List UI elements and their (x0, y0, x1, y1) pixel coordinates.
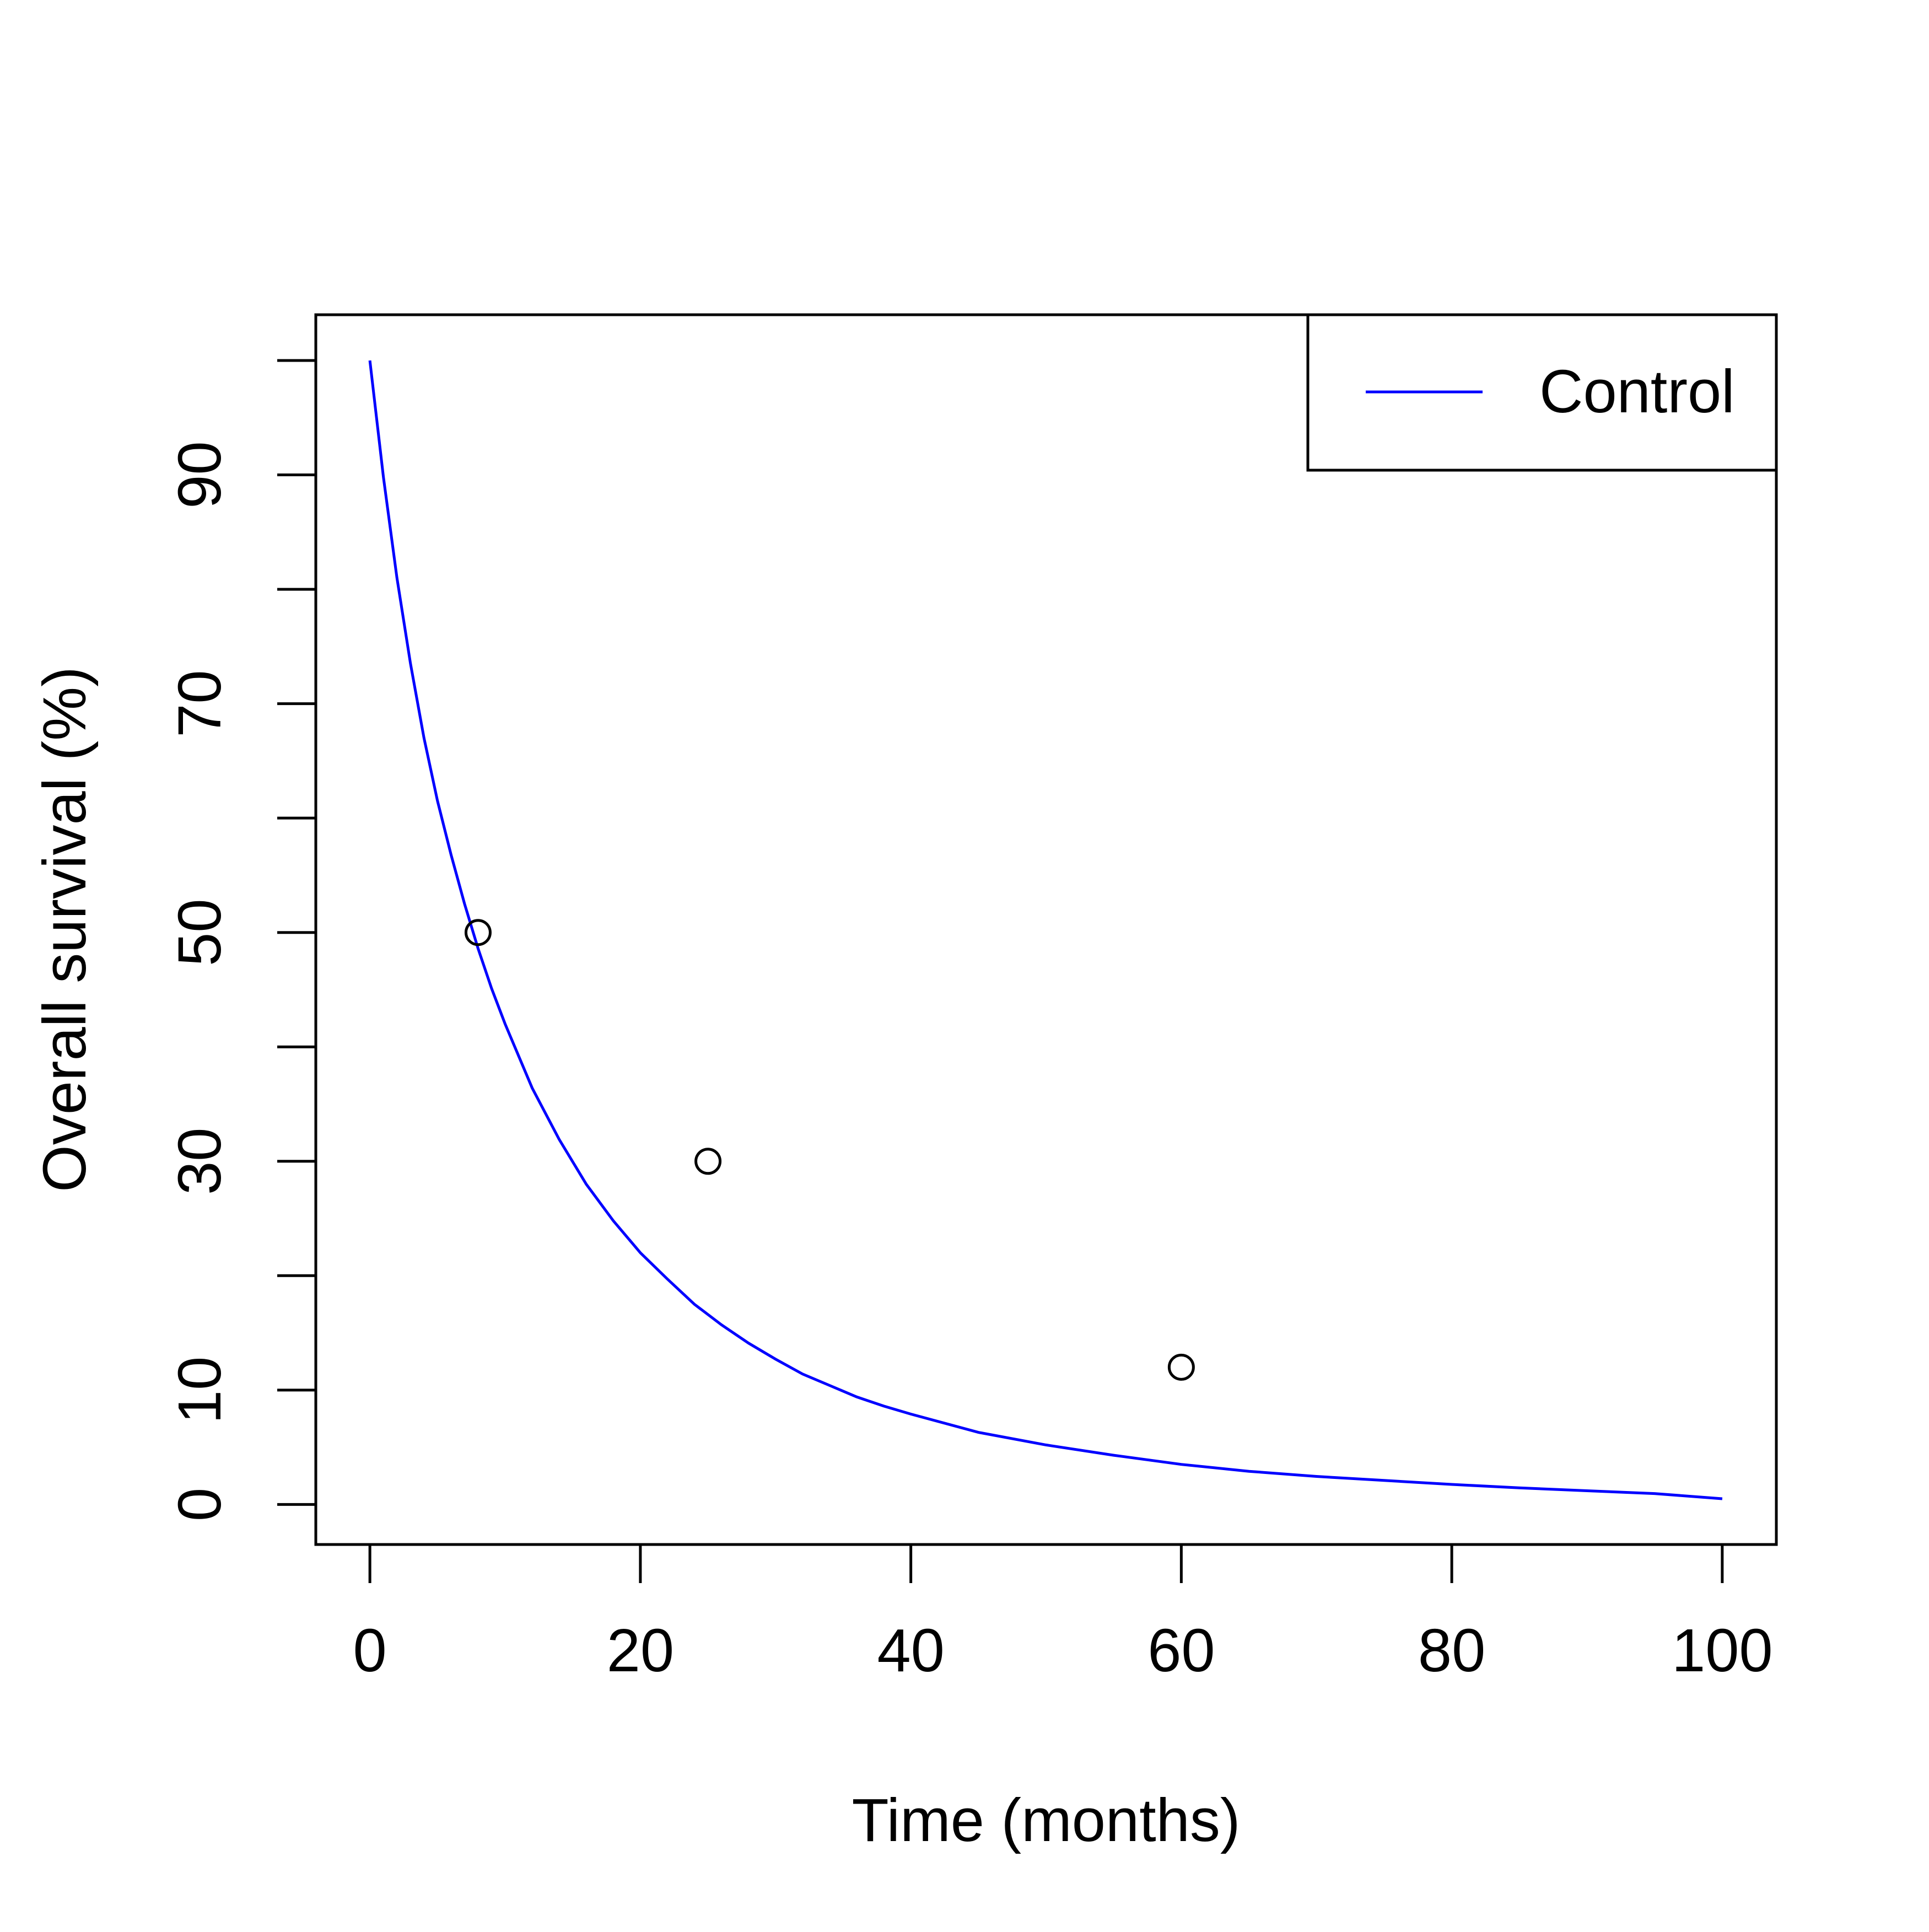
axes-layer: 0 20 40 60 80 100 0 10 30 50 70 90 (166, 359, 1773, 1685)
data-layer (368, 360, 1723, 1500)
x-tick-label: 40 (877, 1617, 944, 1685)
y-tick-label: 90 (166, 441, 234, 508)
x-tick-label: 80 (1418, 1617, 1485, 1685)
y-tick-label: 10 (166, 1357, 234, 1424)
y-tick-label: 70 (166, 670, 234, 737)
x-tick-label: 60 (1147, 1617, 1215, 1685)
series-line-control (368, 360, 1723, 1500)
legend: Control (1306, 313, 1778, 472)
y-tick-label: 50 (166, 899, 234, 966)
x-axis-label: Time (months) (852, 1786, 1241, 1854)
y-tick-label: 30 (166, 1128, 234, 1195)
data-point (464, 919, 492, 946)
y-axis-label: Overall survival (%) (31, 666, 99, 1192)
legend-label-control: Control (1539, 358, 1735, 426)
data-point (1167, 1353, 1195, 1381)
y-tick-label: 0 (166, 1488, 234, 1521)
x-tick-label: 20 (607, 1617, 674, 1685)
plot-frame (314, 313, 1778, 1546)
x-tick-label: 0 (353, 1617, 387, 1685)
data-point (694, 1148, 722, 1175)
x-tick-label: 100 (1672, 1617, 1773, 1685)
